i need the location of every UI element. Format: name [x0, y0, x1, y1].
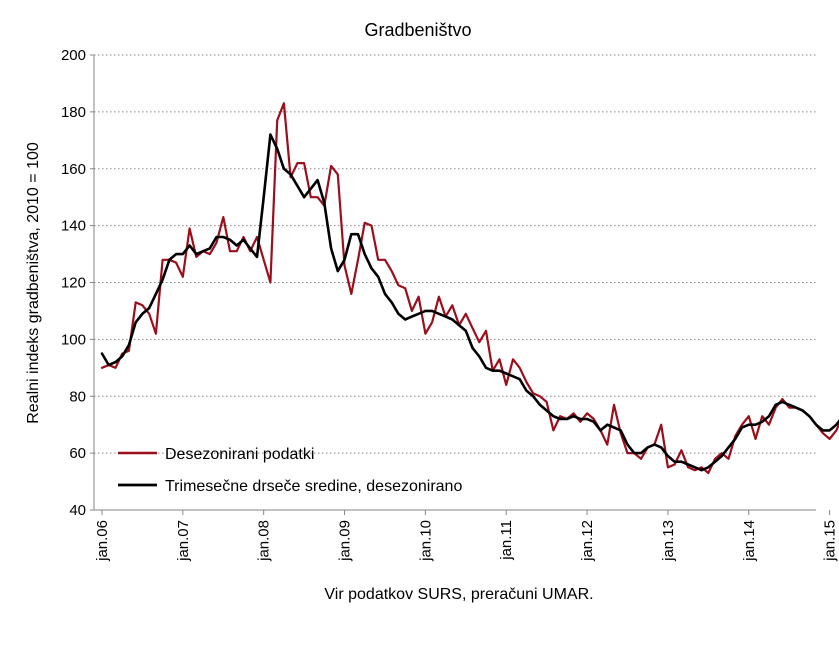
y-tick-label: 80 — [69, 388, 86, 405]
y-tick-label: 180 — [61, 104, 86, 121]
x-tick-label: jan.13 — [660, 520, 677, 562]
x-tick-label: jan.11 — [498, 520, 515, 561]
x-tick-labels: jan.06 jan.07 jan.08 jan.09 jan.10 jan.11 jan.… — [94, 520, 839, 562]
legend-label-2: Trimesečne drseče sredine, desezonirano — [165, 478, 462, 495]
legend: Desezonirani podatki Trimesečne drseče sr… — [118, 446, 462, 495]
x-tick-label: jan.14 — [741, 520, 758, 562]
y-tick-label: 160 — [61, 161, 86, 178]
series-line-2 — [100, 133, 839, 472]
y-tick-label: 120 — [61, 275, 86, 292]
x-tick-label: jan.15 — [822, 520, 839, 562]
y-tick-label: 140 — [61, 218, 86, 235]
x-tick-label: jan.07 — [175, 520, 192, 562]
y-tick-label: 200 — [61, 47, 86, 64]
x-axis-label: Vir podatkov SURS, preračuni UMAR. — [324, 586, 593, 603]
y-axis-label: Realni indeks gradbeništva, 2010 = 100 — [25, 142, 42, 424]
y-tick-labels: 40 60 80 100 120 140 160 180 200 — [61, 47, 86, 519]
x-tick-label: jan.06 — [94, 520, 111, 562]
chart-title: Gradbeništvo — [364, 20, 471, 40]
y-tick-label: 100 — [61, 331, 86, 348]
legend-label-1: Desezonirani podatki — [165, 446, 314, 463]
x-tick-label: jan.10 — [417, 520, 434, 562]
y-tick-label: 60 — [69, 445, 86, 462]
gridlines — [94, 54, 816, 454]
series-line-1 — [100, 102, 839, 475]
x-tick-label: jan.08 — [256, 520, 273, 562]
y-tick-label: 40 — [69, 502, 86, 519]
axes — [90, 54, 831, 515]
series-lines — [100, 102, 839, 475]
x-tick-label: jan.12 — [579, 520, 596, 562]
x-tick-label: jan.09 — [337, 520, 354, 562]
